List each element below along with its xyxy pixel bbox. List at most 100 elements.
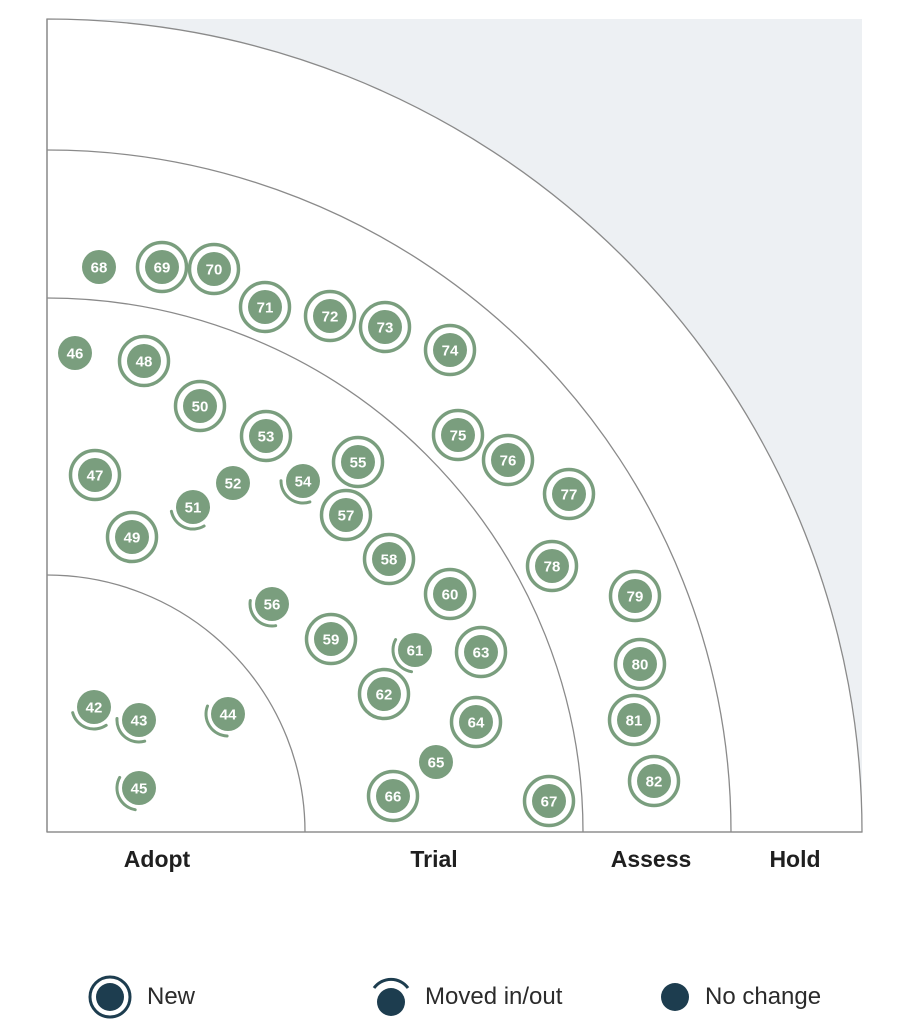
blip-63[interactable]: 63 bbox=[454, 625, 508, 679]
no-change-icon bbox=[661, 983, 689, 1011]
blip-dot bbox=[78, 458, 112, 492]
blip-45[interactable]: 45 bbox=[115, 771, 156, 812]
blip-dot bbox=[535, 549, 569, 583]
blip-dot bbox=[341, 445, 375, 479]
blip-52[interactable]: 52 bbox=[216, 466, 250, 500]
blip-dot bbox=[211, 697, 245, 731]
blip-number: 46 bbox=[67, 346, 84, 363]
blip-76[interactable]: 76 bbox=[481, 433, 535, 487]
blip-dot bbox=[618, 579, 652, 613]
blip-74[interactable]: 74 bbox=[423, 323, 477, 377]
blip-number: 47 bbox=[87, 468, 104, 485]
blip-79[interactable]: 79 bbox=[608, 569, 662, 623]
blip-54[interactable]: 54 bbox=[279, 464, 320, 505]
new-ring-icon bbox=[613, 637, 667, 691]
new-ring-icon bbox=[239, 409, 293, 463]
blip-75[interactable]: 75 bbox=[431, 408, 485, 462]
blip-dot bbox=[82, 250, 116, 284]
blip-number: 71 bbox=[257, 300, 274, 317]
moved-arc-icon bbox=[71, 711, 108, 731]
blip-number: 69 bbox=[154, 260, 171, 277]
blip-47[interactable]: 47 bbox=[68, 448, 122, 502]
blip-number: 48 bbox=[136, 354, 153, 371]
blip-59[interactable]: 59 bbox=[304, 612, 358, 666]
blip-51[interactable]: 51 bbox=[169, 490, 210, 531]
blip-53[interactable]: 53 bbox=[239, 409, 293, 463]
blip-65[interactable]: 65 bbox=[419, 745, 453, 779]
legend-label-new: New bbox=[147, 983, 196, 1010]
new-ring-icon bbox=[449, 695, 503, 749]
blip-78[interactable]: 78 bbox=[525, 539, 579, 593]
ring-label-hold: Hold bbox=[769, 846, 821, 872]
blip-dot bbox=[329, 498, 363, 532]
moved-arc-icon bbox=[169, 509, 206, 531]
new-ring-icon bbox=[454, 625, 508, 679]
blip-71[interactable]: 71 bbox=[238, 280, 292, 334]
blip-number: 60 bbox=[442, 587, 459, 604]
blip-number: 65 bbox=[428, 755, 445, 772]
blip-dot bbox=[145, 250, 179, 284]
blip-62[interactable]: 62 bbox=[357, 667, 411, 721]
blip-number: 52 bbox=[225, 476, 242, 493]
new-ring-icon bbox=[627, 754, 681, 808]
blip-number: 59 bbox=[323, 632, 340, 649]
blip-number: 62 bbox=[376, 687, 393, 704]
blip-77[interactable]: 77 bbox=[542, 467, 596, 521]
blip-number: 76 bbox=[500, 453, 517, 470]
blip-70[interactable]: 70 bbox=[187, 242, 241, 296]
blip-dot bbox=[372, 542, 406, 576]
new-ring-icon bbox=[423, 323, 477, 377]
new-ring-icon bbox=[366, 769, 420, 823]
ring-label-trial: Trial bbox=[410, 846, 458, 872]
moved-arc-icon bbox=[279, 479, 312, 505]
new-ring-icon bbox=[608, 569, 662, 623]
blip-number: 51 bbox=[185, 500, 202, 517]
blip-69[interactable]: 69 bbox=[135, 240, 189, 294]
blip-number: 57 bbox=[338, 508, 355, 525]
blip-72[interactable]: 72 bbox=[303, 289, 357, 343]
blip-50[interactable]: 50 bbox=[173, 379, 227, 433]
blip-82[interactable]: 82 bbox=[627, 754, 681, 808]
blip-dot bbox=[532, 784, 566, 818]
new-ring-icon bbox=[542, 467, 596, 521]
blip-dot bbox=[433, 577, 467, 611]
blip-43[interactable]: 43 bbox=[115, 703, 156, 744]
blip-61[interactable]: 61 bbox=[391, 633, 432, 674]
blip-60[interactable]: 60 bbox=[423, 567, 477, 621]
blip-number: 80 bbox=[632, 657, 649, 674]
moved-icon bbox=[372, 977, 410, 1016]
blip-80[interactable]: 80 bbox=[613, 637, 667, 691]
blip-49[interactable]: 49 bbox=[105, 510, 159, 564]
blip-67[interactable]: 67 bbox=[522, 774, 576, 828]
new-ring-icon bbox=[303, 289, 357, 343]
blip-number: 58 bbox=[381, 552, 398, 569]
blip-dot bbox=[314, 622, 348, 656]
legend-label-no-change: No change bbox=[705, 983, 822, 1010]
blip-57[interactable]: 57 bbox=[319, 488, 373, 542]
blip-number: 44 bbox=[220, 707, 237, 724]
new-ring-icon bbox=[423, 567, 477, 621]
blip-55[interactable]: 55 bbox=[331, 435, 385, 489]
blip-81[interactable]: 81 bbox=[607, 693, 661, 747]
new-ring-icon bbox=[525, 539, 579, 593]
blip-dot bbox=[441, 418, 475, 452]
blip-48[interactable]: 48 bbox=[117, 334, 171, 388]
blip-dot bbox=[122, 703, 156, 737]
blip-64[interactable]: 64 bbox=[449, 695, 503, 749]
blip-46[interactable]: 46 bbox=[58, 336, 92, 370]
blip-number: 70 bbox=[206, 262, 223, 279]
blip-44[interactable]: 44 bbox=[204, 697, 245, 738]
blip-42[interactable]: 42 bbox=[71, 690, 111, 731]
blip-number: 55 bbox=[350, 455, 367, 472]
blip-68[interactable]: 68 bbox=[82, 250, 116, 284]
ring-assess-boundary bbox=[46, 149, 732, 833]
blip-66[interactable]: 66 bbox=[366, 769, 420, 823]
blip-58[interactable]: 58 bbox=[362, 532, 416, 586]
blip-dot bbox=[376, 779, 410, 813]
blip-dot bbox=[623, 647, 657, 681]
legend-item-no-change: No change bbox=[659, 975, 821, 1019]
blip-number: 67 bbox=[541, 794, 558, 811]
blip-73[interactable]: 73 bbox=[358, 300, 412, 354]
blip-56[interactable]: 56 bbox=[248, 587, 289, 628]
blip-number: 63 bbox=[473, 645, 490, 662]
